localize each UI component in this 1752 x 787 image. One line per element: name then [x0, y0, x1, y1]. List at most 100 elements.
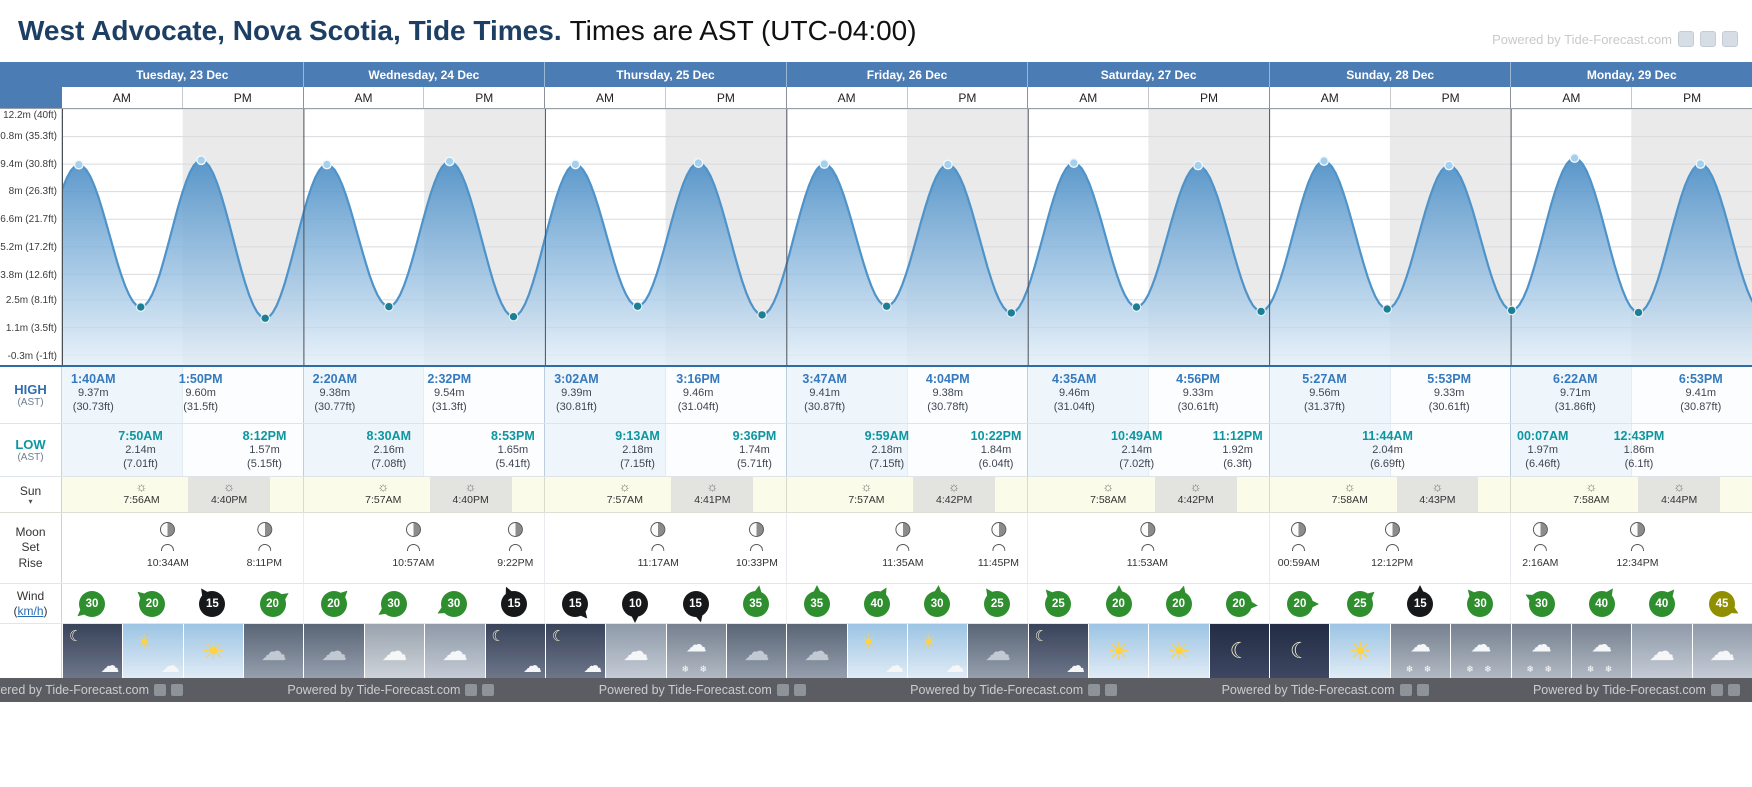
high-tide-point[interactable]	[1695, 159, 1706, 169]
high-tide-point[interactable]	[321, 159, 332, 170]
low-tide-point[interactable]	[135, 302, 146, 312]
wind-badge[interactable]: 20	[1286, 590, 1323, 617]
wind-badge[interactable]: 15	[1407, 584, 1434, 617]
wind-badge[interactable]: 20	[1225, 590, 1263, 617]
wind-badge[interactable]: 15	[682, 590, 709, 627]
high-tide-row: HIGH (AST) 1:40AM 9.37m (30.73ft) 1:50PM 9.6…	[0, 367, 1752, 424]
social-icon[interactable]	[793, 684, 806, 696]
wind-direction-arrow	[812, 581, 821, 593]
social-icon[interactable]	[1399, 684, 1412, 696]
kmh-unit-link[interactable]: km/h	[17, 603, 44, 618]
wind-badge[interactable]: 20	[259, 587, 294, 617]
low-tide-point[interactable]	[1256, 306, 1266, 317]
wind-badge[interactable]: 15	[562, 590, 594, 624]
social-icon[interactable]	[1722, 31, 1738, 47]
social-icon[interactable]	[1088, 684, 1101, 696]
moon-phase-icon	[256, 522, 272, 537]
social-icon[interactable]	[465, 684, 478, 696]
wind-badge[interactable]: 30	[1462, 583, 1494, 617]
low-tide-point[interactable]	[1633, 307, 1644, 318]
wind-badge[interactable]: 20	[320, 584, 353, 617]
social-icon[interactable]	[1105, 684, 1118, 696]
low-tide-point[interactable]	[757, 310, 767, 320]
high-tide-entry: 3:47AM 9.41m (30.87ft)	[802, 372, 846, 414]
low-tide-point[interactable]	[1131, 302, 1142, 312]
am-background	[62, 367, 182, 423]
high-tide-point[interactable]	[196, 155, 207, 166]
low-tide-point[interactable]	[1006, 308, 1017, 318]
wind-badge[interactable]: 15	[195, 582, 226, 617]
wind-badge[interactable]: 20	[1105, 584, 1132, 617]
moon-glyph: ☾	[551, 628, 566, 645]
wind-badge[interactable]: 40	[1588, 582, 1619, 617]
wind-badge[interactable]: 25	[1347, 585, 1381, 617]
social-icon[interactable]	[171, 684, 183, 696]
social-icon[interactable]	[776, 684, 789, 696]
wind-badge[interactable]: 45	[1708, 590, 1744, 619]
day-header-cell: Wednesday, 24 Dec	[302, 62, 545, 87]
wind-badge[interactable]: 30	[71, 590, 106, 622]
wind-badge[interactable]: 35	[803, 584, 830, 617]
wind-badge[interactable]: 30	[1519, 588, 1555, 617]
high-tide-point[interactable]	[693, 158, 704, 168]
pm-background	[423, 424, 545, 476]
low-tide-point[interactable]	[881, 301, 892, 312]
moonrise-icon	[1292, 544, 1306, 551]
sun-glyph: ☀	[201, 636, 226, 666]
wind-badge[interactable]: 30	[372, 590, 407, 620]
low-tide-point[interactable]	[260, 313, 271, 324]
wind-badge[interactable]: 15	[500, 580, 528, 617]
high-tide-time: 3:16PM	[676, 372, 721, 386]
wind-badge[interactable]: 40	[1648, 583, 1680, 617]
wind-badge[interactable]: 30	[432, 590, 467, 619]
tide-height-ft: (30.73ft)	[72, 400, 114, 413]
pm-label: PM	[1631, 87, 1752, 108]
low-tide-point[interactable]	[508, 311, 519, 322]
ampm-cell: AM PM	[1027, 87, 1269, 108]
wind-badge[interactable]: 20	[132, 585, 166, 617]
low-tide-point[interactable]	[384, 301, 394, 312]
high-tide-point[interactable]	[1193, 160, 1204, 171]
weather-clouds-icon: ☁	[606, 624, 666, 678]
sun-glyph: ☀	[1107, 636, 1131, 666]
wind-badge[interactable]: 40	[863, 581, 892, 617]
expand-arrow-icon[interactable]: ▾	[28, 496, 33, 506]
social-icon[interactable]	[1710, 684, 1723, 696]
wind-badge[interactable]: 20	[1165, 580, 1192, 617]
wind-badge[interactable]: 25	[980, 582, 1011, 617]
social-icon[interactable]	[154, 684, 166, 696]
wind-badge[interactable]: 35	[742, 580, 769, 617]
moonrise-icon	[257, 544, 271, 551]
tide-height-m: 2.14m	[1121, 444, 1153, 457]
wind-badge[interactable]: 10	[622, 590, 649, 627]
social-icon[interactable]	[1727, 684, 1740, 696]
cloud-glyph: ☁	[1591, 633, 1613, 657]
day-column: ☁ ☀ ☁ ☀ ☁ ☁	[786, 624, 1028, 678]
sunset-time: 4:42PM	[1177, 493, 1214, 506]
social-icon[interactable]	[482, 684, 495, 696]
social-icon[interactable]	[1700, 31, 1716, 47]
high-tide-point[interactable]	[1318, 156, 1329, 166]
high-tide-point[interactable]	[1569, 153, 1580, 163]
moon-cells: 10:34AM 8:11PM 10:57AM 9:22PM 11:17AM 10:33PM…	[62, 513, 1752, 583]
high-tide-point[interactable]	[570, 159, 581, 170]
moonset-entry: 11:17AM	[638, 522, 679, 569]
high-tide-point[interactable]	[1068, 158, 1079, 168]
high-tide-point[interactable]	[1443, 160, 1454, 171]
day-column: ☼ 7:58AM ☼ 4:42PM	[1027, 477, 1269, 512]
wind-speed: 45	[1715, 597, 1729, 610]
day-column: ☼ 7:58AM ☼ 4:43PM	[1268, 477, 1511, 512]
low-tide-point[interactable]	[632, 301, 643, 312]
high-tide-point[interactable]	[942, 159, 953, 170]
low-tide-point[interactable]	[1382, 304, 1393, 314]
high-tide-point[interactable]	[819, 159, 830, 169]
high-tide-time: 1:50PM	[178, 372, 223, 386]
high-tide-point[interactable]	[73, 159, 84, 170]
social-icon[interactable]	[1416, 684, 1429, 696]
wind-badge[interactable]: 30	[924, 580, 951, 617]
social-icon[interactable]	[1678, 31, 1694, 47]
high-tide-point[interactable]	[444, 156, 455, 167]
weather-sun-cloud-icon: ☀ ☁	[847, 624, 907, 678]
low-tide-point[interactable]	[1506, 305, 1517, 316]
wind-badge[interactable]: 25	[1040, 583, 1072, 617]
